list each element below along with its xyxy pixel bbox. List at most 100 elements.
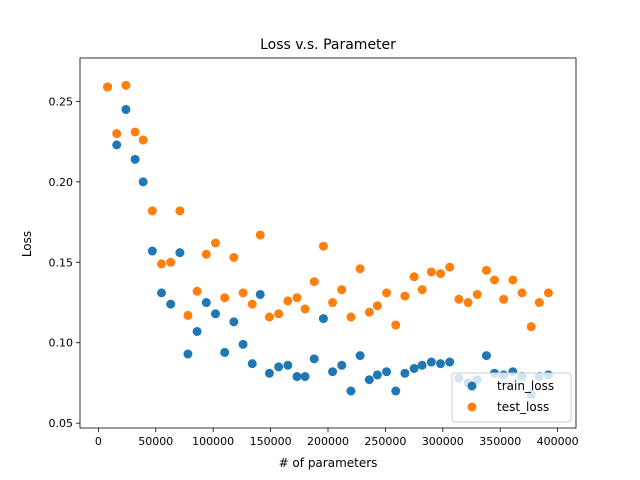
point-test-loss-1: [112, 129, 122, 139]
point-test-loss-28: [355, 264, 365, 274]
y-axis-label: Loss: [20, 231, 34, 257]
point-train-loss-23: [309, 354, 319, 364]
point-test-loss-9: [183, 310, 193, 320]
point-test-loss-23: [309, 277, 319, 287]
point-train-loss-34: [409, 363, 419, 373]
point-test-loss-10: [192, 286, 202, 296]
point-test-loss-32: [391, 320, 401, 330]
point-test-loss-17: [255, 230, 265, 240]
point-train-loss-3: [130, 154, 140, 164]
x-axis-label: # of parameters: [279, 456, 378, 470]
point-train-loss-31: [382, 367, 392, 377]
point-test-loss-35: [417, 285, 427, 295]
y-tick-label-1: 0.10: [49, 337, 74, 350]
point-test-loss-45: [508, 275, 518, 285]
legend: train_loss test_loss: [451, 372, 572, 423]
point-train-loss-7: [166, 299, 176, 309]
point-train-loss-16: [247, 359, 257, 369]
point-train-loss-35: [417, 360, 427, 370]
point-test-loss-4: [138, 135, 148, 145]
point-test-loss-7: [166, 257, 176, 267]
x-tick-label-2: 100000: [192, 435, 234, 448]
point-train-loss-12: [210, 309, 220, 319]
point-test-loss-27: [346, 312, 356, 322]
point-test-loss-39: [454, 294, 464, 304]
x-tick-label-0: 0: [95, 435, 102, 448]
point-train-loss-6: [157, 288, 167, 298]
point-train-loss-37: [436, 359, 446, 369]
point-test-loss-30: [372, 301, 382, 311]
point-train-loss-13: [220, 347, 230, 357]
point-test-loss-40: [463, 298, 473, 308]
point-train-loss-15: [238, 339, 248, 349]
point-test-loss-47: [526, 322, 536, 332]
chart-title: Loss v.s. Parameter: [260, 37, 396, 53]
point-test-loss-12: [210, 238, 220, 248]
point-test-loss-2: [121, 80, 131, 90]
point-train-loss-32: [391, 386, 401, 396]
legend-marker-test-loss: [467, 402, 477, 412]
point-train-loss-20: [283, 360, 293, 370]
point-train-loss-42: [481, 351, 491, 361]
legend-label-train-loss: train_loss: [497, 379, 554, 393]
point-train-loss-5: [147, 246, 157, 256]
point-test-loss-16: [247, 299, 257, 309]
x-tick-label-1: 50000: [138, 435, 173, 448]
point-test-loss-46: [517, 288, 527, 298]
point-test-loss-26: [337, 285, 347, 295]
point-train-loss-22: [300, 372, 310, 382]
point-test-loss-19: [274, 309, 284, 319]
point-test-loss-13: [220, 293, 230, 303]
point-train-loss-10: [192, 326, 202, 336]
point-test-loss-31: [382, 288, 392, 298]
x-tick-label-6: 300000: [422, 435, 464, 448]
point-train-loss-8: [175, 248, 185, 258]
point-test-loss-0: [103, 82, 113, 92]
point-train-loss-38: [445, 357, 455, 367]
y-tick-label-2: 0.15: [49, 256, 74, 269]
x-tick-label-3: 150000: [250, 435, 292, 448]
y-tick-label-4: 0.25: [49, 95, 74, 108]
point-train-loss-36: [426, 357, 436, 367]
point-test-loss-43: [489, 275, 499, 285]
x-tick-label-5: 250000: [364, 435, 406, 448]
point-test-loss-11: [201, 249, 211, 259]
point-test-loss-29: [364, 307, 374, 317]
point-train-loss-25: [328, 367, 338, 377]
point-train-loss-26: [337, 360, 347, 370]
legend-marker-train-loss: [467, 381, 477, 391]
point-test-loss-33: [400, 291, 410, 301]
point-test-loss-37: [436, 269, 446, 279]
point-train-loss-1: [112, 140, 122, 150]
point-test-loss-38: [445, 262, 455, 272]
point-test-loss-3: [130, 127, 140, 137]
point-test-loss-41: [472, 289, 482, 299]
point-train-loss-4: [138, 177, 148, 187]
x-tick-label-8: 400000: [537, 435, 579, 448]
point-train-loss-28: [355, 351, 365, 361]
point-test-loss-42: [481, 265, 491, 275]
point-test-loss-36: [426, 267, 436, 277]
point-test-loss-25: [328, 298, 338, 308]
point-test-loss-34: [409, 272, 419, 282]
point-test-loss-44: [499, 294, 509, 304]
point-test-loss-18: [264, 312, 274, 322]
point-train-loss-30: [372, 370, 382, 380]
legend-label-test-loss: test_loss: [497, 400, 549, 414]
point-train-loss-2: [121, 104, 131, 114]
point-train-loss-11: [201, 298, 211, 308]
x-tick-label-7: 350000: [479, 435, 521, 448]
point-train-loss-19: [274, 362, 284, 372]
point-train-loss-17: [255, 289, 265, 299]
point-train-loss-33: [400, 368, 410, 378]
point-train-loss-29: [364, 375, 374, 385]
point-test-loss-5: [147, 206, 157, 216]
point-train-loss-24: [318, 314, 328, 324]
point-test-loss-22: [300, 304, 310, 314]
point-train-loss-9: [183, 349, 193, 359]
point-test-loss-14: [229, 252, 239, 262]
point-test-loss-21: [292, 293, 302, 303]
point-test-loss-24: [318, 241, 328, 251]
point-train-loss-18: [264, 368, 274, 378]
